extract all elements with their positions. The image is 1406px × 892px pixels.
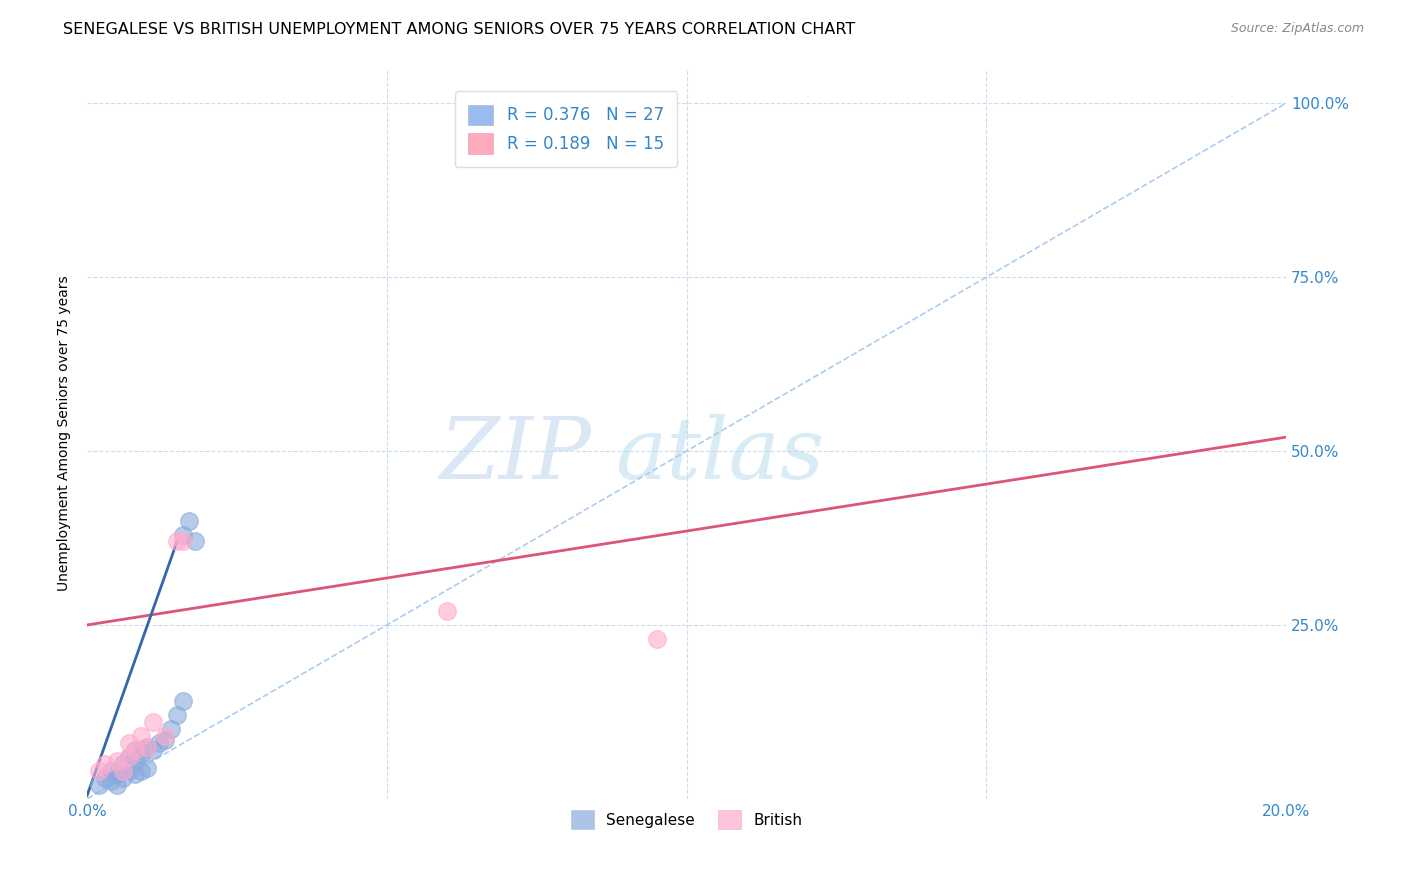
- Point: [118, 764, 141, 778]
- Legend: Senegalese, British: Senegalese, British: [565, 805, 808, 835]
- Point: [124, 754, 146, 768]
- Point: [184, 534, 207, 549]
- Point: [153, 729, 176, 743]
- Point: [136, 760, 159, 774]
- Point: [129, 743, 152, 757]
- Point: [94, 771, 117, 785]
- Point: [136, 739, 159, 754]
- Point: [129, 747, 152, 761]
- Text: Source: ZipAtlas.com: Source: ZipAtlas.com: [1230, 22, 1364, 36]
- Point: [118, 750, 141, 764]
- Point: [94, 757, 117, 772]
- Point: [142, 715, 165, 730]
- Text: ZIP: ZIP: [439, 414, 591, 497]
- Point: [436, 604, 458, 618]
- Point: [129, 764, 152, 778]
- Point: [124, 743, 146, 757]
- Y-axis label: Unemployment Among Seniors over 75 years: Unemployment Among Seniors over 75 years: [58, 276, 72, 591]
- Point: [177, 514, 200, 528]
- Point: [112, 771, 135, 785]
- Text: atlas: atlas: [614, 414, 824, 497]
- Point: [112, 764, 135, 778]
- Point: [89, 764, 111, 778]
- Point: [166, 534, 188, 549]
- Point: [118, 736, 141, 750]
- Point: [172, 527, 194, 541]
- Point: [118, 750, 141, 764]
- Point: [112, 757, 135, 772]
- Point: [100, 774, 122, 789]
- Point: [124, 767, 146, 781]
- Point: [105, 754, 128, 768]
- Point: [166, 708, 188, 723]
- Point: [105, 767, 128, 781]
- Point: [89, 778, 111, 792]
- Point: [129, 729, 152, 743]
- Text: SENEGALESE VS BRITISH UNEMPLOYMENT AMONG SENIORS OVER 75 YEARS CORRELATION CHART: SENEGALESE VS BRITISH UNEMPLOYMENT AMONG…: [63, 22, 855, 37]
- Point: [136, 739, 159, 754]
- Point: [124, 743, 146, 757]
- Point: [142, 743, 165, 757]
- Point: [645, 632, 668, 646]
- Point: [172, 694, 194, 708]
- Point: [105, 778, 128, 792]
- Point: [172, 534, 194, 549]
- Point: [100, 764, 122, 778]
- Point: [148, 736, 170, 750]
- Point: [153, 732, 176, 747]
- Point: [160, 723, 183, 737]
